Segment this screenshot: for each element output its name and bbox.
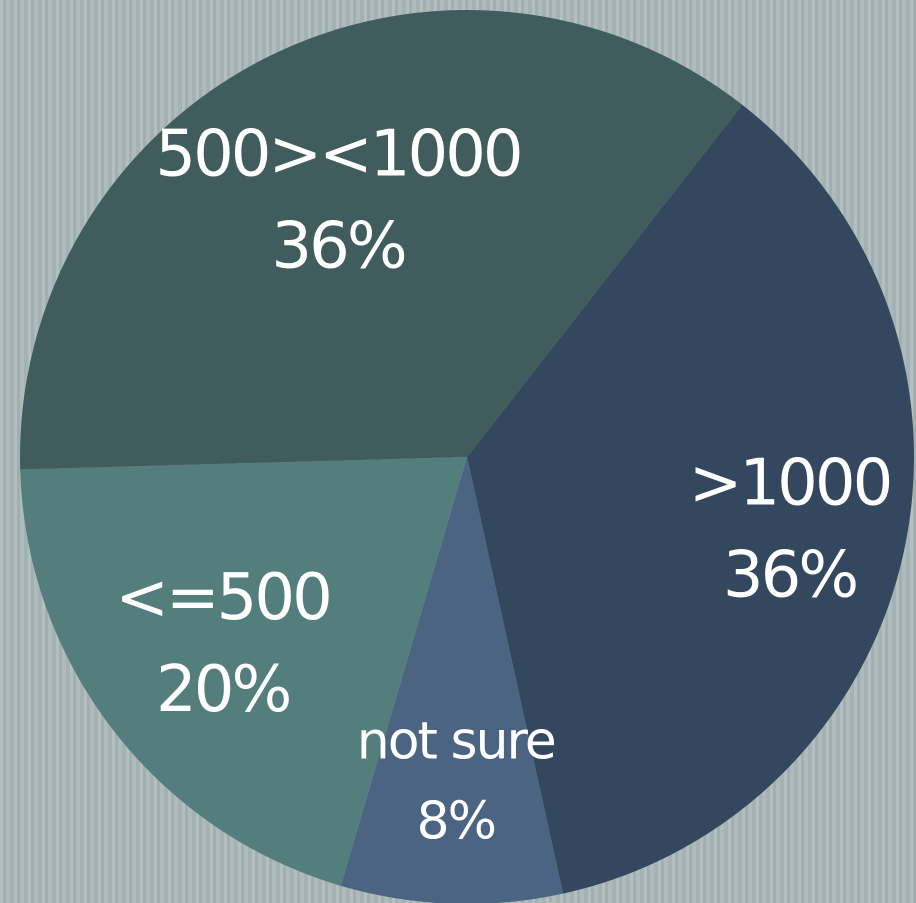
pie-label-not-sure: not sure 8% — [357, 712, 555, 852]
pie-slice-500gtlt1000 — [20, 9, 743, 470]
pie-label-value: 20% — [156, 653, 289, 727]
pie-label-lte500: <=500 20% — [115, 561, 329, 727]
pie-label-value: 36% — [271, 210, 404, 284]
pie-label-category: >1000 — [689, 446, 891, 520]
pie-slice-lte500 — [20, 457, 467, 886]
pie-slice-gt1000 — [467, 104, 915, 894]
pie-label-gt1000: >1000 36% — [689, 446, 891, 612]
pie-slices — [20, 9, 915, 903]
pie-label-category: 500><1000 — [155, 118, 520, 192]
pie-label-value: 36% — [723, 538, 856, 612]
pie-label-500gtlt1000: 500><1000 36% — [155, 118, 520, 284]
pie-labels: >1000 36% not sure 8% <=500 20% 500><1000 36% — [115, 118, 893, 852]
pie-label-value: 8% — [417, 792, 496, 852]
pie-label-category: not sure — [357, 712, 555, 772]
pie-label-category: <=500 — [115, 561, 329, 635]
pie-slice-not-sure — [340, 457, 563, 903]
